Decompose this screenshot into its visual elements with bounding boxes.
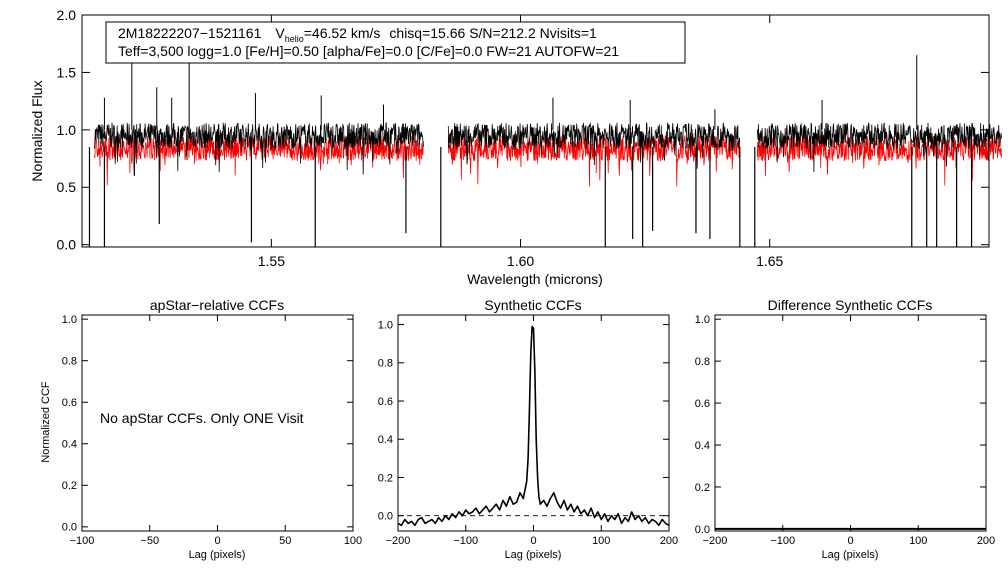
y-tick-label: 0.0 bbox=[378, 511, 393, 523]
synthetic-ccf-line bbox=[397, 325, 670, 527]
x-tick-label: −200 bbox=[703, 535, 728, 547]
apstar-ccf-panel: apStar−relative CCFs No apStar CCFs. Onl… bbox=[40, 297, 362, 561]
y-tick-label: 0.5 bbox=[57, 179, 77, 195]
y-tick-label: 0.2 bbox=[62, 480, 77, 492]
spectrum-panel: 1.55 1.60 1.65 0.0 0.5 1.0 1.5 2.0 Wavelength … bbox=[29, 7, 1002, 287]
synthetic-ccf-x-ticks: −200 −100 0 100 200 bbox=[386, 315, 678, 547]
y-tick-label: 0.6 bbox=[378, 396, 393, 408]
spectrum-info-line-2: Teff=3,500 logg=1.0 [Fe/H]=0.50 [alpha/F… bbox=[118, 43, 619, 59]
difference-ccf-plot-frame bbox=[714, 314, 987, 532]
apstar-ccf-x-ticks: −100 −50 0 50 100 bbox=[70, 315, 362, 547]
spectrum-features bbox=[88, 44, 973, 247]
x-tick-label: −50 bbox=[140, 535, 159, 547]
difference-ccf-x-ticks: −200 −100 0 100 200 bbox=[703, 315, 995, 547]
difference-ccf-y-ticks: 0.0 0.2 0.4 0.6 0.8 1.0 bbox=[695, 314, 986, 536]
apstar-ccf-title: apStar−relative CCFs bbox=[150, 297, 284, 313]
x-tick-label: 100 bbox=[909, 535, 927, 547]
y-tick-label: 0.0 bbox=[57, 237, 77, 253]
v-helio-subscript: helio bbox=[285, 34, 304, 44]
x-tick-label: 0 bbox=[214, 535, 220, 547]
y-tick-label: 0.4 bbox=[62, 439, 77, 451]
x-tick-label: 1.65 bbox=[756, 253, 783, 269]
spectrum-info-line-1: 2M18222207−1521161 Vhelio=46.52 km/s chisq… bbox=[118, 25, 597, 44]
spectrum-x-ticks: 1.55 1.60 1.65 bbox=[258, 15, 784, 269]
y-tick-label: 1.0 bbox=[62, 314, 77, 326]
synthetic-ccf-panel: Synthetic CCFs −200 −100 0 100 200 0.0 0.2 0.4… bbox=[378, 297, 678, 561]
x-tick-label: −100 bbox=[770, 535, 795, 547]
difference-ccf-panel: Difference Synthetic CCFs −200 −100 0 100 20… bbox=[695, 297, 995, 561]
y-tick-label: 0.2 bbox=[695, 482, 710, 494]
x-tick-label: −100 bbox=[453, 535, 478, 547]
v-helio-value: =46.52 km/s bbox=[304, 25, 381, 41]
apstar-ccf-y-ticks: 0.0 0.2 0.4 0.6 0.8 1.0 bbox=[62, 314, 353, 534]
v-helio-label: V bbox=[275, 25, 285, 41]
y-tick-label: 2.0 bbox=[57, 7, 77, 23]
y-tick-label: 0.0 bbox=[695, 524, 710, 536]
difference-ccf-x-axis-label: Lag (pixels) bbox=[822, 549, 879, 561]
apstar-ccf-x-axis-label: Lag (pixels) bbox=[189, 549, 246, 561]
synthetic-ccf-title: Synthetic CCFs bbox=[484, 297, 581, 313]
x-tick-label: 1.60 bbox=[507, 253, 534, 269]
apstar-ccf-no-data-note: No apStar CCFs. Only ONE Visit bbox=[100, 410, 304, 426]
y-tick-label: 0.2 bbox=[378, 472, 393, 484]
y-tick-label: 0.6 bbox=[695, 398, 710, 410]
x-tick-label: 1.55 bbox=[258, 253, 285, 269]
y-tick-label: 0.6 bbox=[62, 397, 77, 409]
y-tick-label: 0.8 bbox=[378, 358, 393, 370]
spectrum-info-box bbox=[105, 21, 686, 64]
synthetic-ccf-x-axis-label: Lag (pixels) bbox=[505, 549, 562, 561]
fit-stats: chisq=15.66 S/N=212.2 Nvisits=1 bbox=[389, 25, 597, 41]
synthetic-ccf-y-ticks: 0.0 0.2 0.4 0.6 0.8 1.0 bbox=[378, 319, 669, 523]
y-tick-label: 1.5 bbox=[57, 64, 77, 80]
apstar-ccf-y-axis-label: Normalized CCF bbox=[40, 381, 52, 463]
y-tick-label: 1.0 bbox=[57, 122, 77, 138]
x-tick-label: 200 bbox=[977, 535, 995, 547]
x-tick-label: 50 bbox=[279, 535, 291, 547]
x-tick-label: 0 bbox=[530, 535, 536, 547]
spectrum-x-axis-label: Wavelength (microns) bbox=[467, 271, 603, 287]
y-tick-label: 0.4 bbox=[378, 434, 393, 446]
x-tick-label: 100 bbox=[592, 535, 610, 547]
x-tick-label: 200 bbox=[660, 535, 678, 547]
difference-ccf-title: Difference Synthetic CCFs bbox=[768, 297, 933, 313]
spectrum-observed-line bbox=[94, 121, 1002, 175]
spectrum-y-axis-label: Normalized Flux bbox=[29, 80, 45, 181]
y-tick-label: 0.8 bbox=[695, 356, 710, 368]
spectrum-y-ticks: 0.0 0.5 1.0 1.5 2.0 bbox=[57, 7, 989, 253]
y-tick-label: 1.0 bbox=[695, 314, 710, 326]
x-tick-label: 100 bbox=[344, 535, 362, 547]
x-tick-label: 0 bbox=[847, 535, 853, 547]
y-tick-label: 0.4 bbox=[695, 440, 710, 452]
x-tick-label: −200 bbox=[386, 535, 411, 547]
star-id: 2M18222207−1521161 bbox=[118, 25, 262, 41]
spectrum-plot-frame bbox=[81, 14, 990, 248]
y-tick-label: 1.0 bbox=[378, 319, 393, 331]
x-tick-label: −100 bbox=[70, 535, 95, 547]
y-tick-label: 0.0 bbox=[62, 522, 77, 534]
y-tick-label: 0.8 bbox=[62, 356, 77, 368]
